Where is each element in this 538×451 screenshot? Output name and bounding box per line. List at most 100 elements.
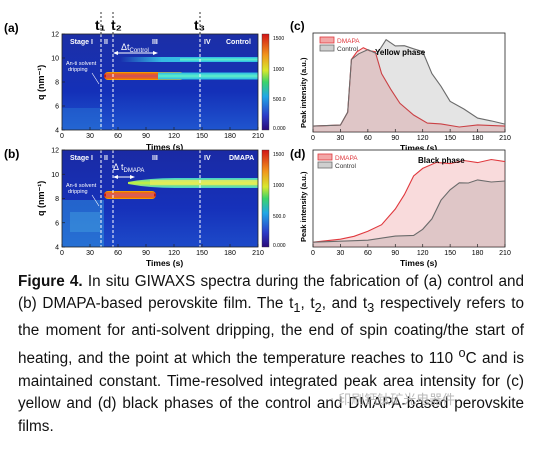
x-tick-label: 0 — [311, 250, 315, 257]
x-tick-label: 120 — [168, 133, 180, 140]
x-ticks-c: 0 30 60 90 120 150 180 210 — [311, 129, 511, 142]
x-tick-label: 60 — [364, 250, 372, 257]
panel-b-letter: (b) — [4, 147, 19, 161]
plot-d-frame — [312, 149, 506, 248]
heatmap-a-background — [62, 34, 258, 130]
series-area-dmapa — [313, 159, 505, 247]
legend-c-control: Control — [337, 46, 359, 53]
stage-2-label: II — [104, 39, 108, 46]
legend-c-dmapa: DMAPA — [337, 38, 360, 45]
x-tick-label: 210 — [252, 133, 264, 140]
t2-label: t₂ — [111, 17, 122, 33]
stage-4-label-b: IV — [204, 155, 211, 162]
series-line-dmapa — [312, 158, 506, 243]
caption-label: Figure 4. — [18, 273, 83, 290]
x-tick-label: 180 — [472, 250, 484, 257]
y-axis-label-c: Peak intensity (a.u.) — [299, 57, 308, 128]
x-tick-label: 60 — [114, 250, 122, 257]
x-ticks-b: 0 30 60 90 120 150 180 210 — [60, 244, 264, 257]
legend-d-dmapa: DMAPA — [335, 155, 358, 162]
x-tick-label: 180 — [224, 250, 236, 257]
delta-t-label-b: Δ tDMAPA — [113, 162, 144, 174]
antisolvent-label-b-2: dripping — [68, 189, 88, 195]
figure-caption: Figure 4. In situ GIWAXS spectra during … — [18, 273, 525, 435]
y-ticks-b: 4 6 8 10 12 — [51, 148, 65, 252]
y-tick-label: 8 — [55, 196, 59, 203]
x-tick-label: 120 — [168, 250, 180, 257]
colorbar-a-tick-500: 500.0 — [273, 97, 286, 103]
x-ticks-a: 0 30 60 90 120 150 180 210 — [60, 127, 264, 140]
stage-2-label-b: II — [104, 155, 108, 162]
colorbar-a-tick-1500: 1500 — [273, 36, 284, 42]
legend-d-swatch-dmapa — [317, 153, 333, 161]
x-ticks-d: 0 30 60 90 120 150 180 210 — [311, 244, 511, 257]
legend-c: DMAPA Control — [319, 36, 360, 53]
caption-text-1: In situ GIWAXS spectra during the fabric… — [18, 273, 525, 313]
y-tick-label: 10 — [51, 172, 59, 179]
phase-label-c: Yellow phase — [375, 48, 426, 57]
x-tick-label: 210 — [499, 135, 511, 142]
series-line-control — [312, 38, 506, 127]
x-axis-label-b: Times (s) — [146, 258, 183, 268]
x-tick-label: 0 — [60, 133, 64, 140]
heatmap-a-perovskite-band — [158, 72, 258, 80]
x-tick-label: 120 — [417, 250, 429, 257]
stage-3-label: III — [152, 39, 158, 46]
x-tick-label: 210 — [252, 250, 264, 257]
colorbar-b-tick-0: 0.000 — [273, 243, 286, 249]
x-tick-label: 210 — [499, 250, 511, 257]
y-tick-label: 10 — [51, 56, 59, 63]
y-ticks-a: 4 6 8 10 12 — [51, 32, 65, 135]
plot-c-series — [312, 38, 506, 133]
colorbar-a — [261, 33, 270, 131]
antisolvent-label-a-2: dripping — [68, 67, 88, 73]
x-tick-label: 120 — [417, 135, 429, 142]
panel-c: (c) 0 30 60 90 120 150 180 210 Times (s) Peak i… — [290, 19, 511, 153]
y-axis-label-d: Peak intensity (a.u.) — [299, 171, 308, 242]
heatmap-a-lowq-noise — [62, 108, 102, 130]
delta-t-label-a: ΔtControl — [121, 42, 149, 54]
figure-4: (a) t₁ t₂ t₃ Stage I II III IV Control A… — [4, 12, 511, 268]
legend-d-control: Control — [335, 163, 357, 170]
series-area-dmapa — [313, 47, 505, 133]
y-tick-label: 12 — [51, 148, 59, 155]
x-axis-label-c: Times (s) — [400, 143, 437, 153]
heatmap-b-intermediate-band — [104, 191, 156, 199]
series-area-control — [313, 39, 505, 133]
x-tick-label: 150 — [196, 250, 208, 257]
y-axis-label-b: q (nm⁻¹) — [36, 181, 46, 216]
x-tick-label: 180 — [472, 135, 484, 142]
x-tick-label: 90 — [391, 135, 399, 142]
x-tick-label: 150 — [196, 133, 208, 140]
x-tick-label: 0 — [311, 135, 315, 142]
x-tick-label: 90 — [142, 250, 150, 257]
y-tick-label: 8 — [55, 80, 59, 87]
x-tick-label: 60 — [364, 135, 372, 142]
y-tick-label: 4 — [55, 245, 59, 252]
x-tick-label: 30 — [86, 133, 94, 140]
x-tick-label: 0 — [60, 250, 64, 257]
x-tick-label: 150 — [444, 250, 456, 257]
plot-d-series — [312, 158, 506, 247]
panel-a-letter: (a) — [4, 21, 19, 35]
colorbar-a-tick-1000: 1000 — [273, 67, 284, 73]
x-axis-label-d: Times (s) — [400, 258, 437, 268]
y-tick-label: 4 — [55, 128, 59, 135]
y-tick-label: 12 — [51, 32, 59, 39]
x-tick-label: 30 — [86, 250, 94, 257]
x-tick-label: 90 — [391, 250, 399, 257]
legend-c-swatch-control — [319, 44, 335, 52]
colorbar-b-tick-1000: 1000 — [273, 183, 284, 189]
colorbar-b-tick-1500: 1500 — [273, 152, 284, 158]
panel-d-letter: (d) — [290, 147, 305, 161]
stage-1-label-b: Stage I — [70, 155, 93, 162]
panel-c-letter: (c) — [290, 19, 305, 33]
x-tick-label: 30 — [337, 135, 345, 142]
sample-label-a: Control — [226, 39, 251, 46]
x-axis-label-a: Times (s) — [146, 142, 183, 152]
x-tick-label: 180 — [224, 133, 236, 140]
series-line-control — [312, 179, 506, 243]
x-tick-label: 30 — [337, 250, 345, 257]
x-tick-label: 90 — [142, 133, 150, 140]
stage-3-label-b: III — [152, 155, 158, 162]
